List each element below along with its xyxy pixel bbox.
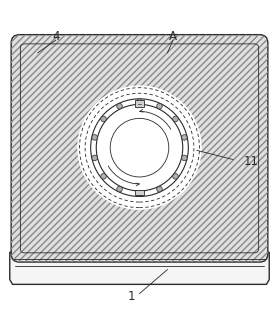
Circle shape xyxy=(110,118,169,177)
Circle shape xyxy=(92,135,97,140)
Text: 11: 11 xyxy=(244,155,259,168)
Circle shape xyxy=(117,103,122,109)
Circle shape xyxy=(92,155,97,161)
Polygon shape xyxy=(10,252,269,284)
Circle shape xyxy=(117,186,122,192)
Circle shape xyxy=(96,104,183,191)
Text: 4: 4 xyxy=(52,30,59,43)
Circle shape xyxy=(173,116,178,122)
Bar xyxy=(135,189,145,195)
Circle shape xyxy=(157,186,162,192)
Circle shape xyxy=(182,135,187,140)
Circle shape xyxy=(137,99,142,104)
Circle shape xyxy=(91,99,188,197)
Circle shape xyxy=(182,155,187,161)
Circle shape xyxy=(137,191,142,197)
Circle shape xyxy=(101,173,106,179)
Circle shape xyxy=(77,85,202,210)
Text: A: A xyxy=(169,30,177,43)
Circle shape xyxy=(173,173,178,179)
Circle shape xyxy=(157,103,162,109)
Circle shape xyxy=(101,116,106,122)
Text: 1: 1 xyxy=(128,290,135,304)
Bar xyxy=(135,100,145,107)
FancyBboxPatch shape xyxy=(11,35,268,262)
